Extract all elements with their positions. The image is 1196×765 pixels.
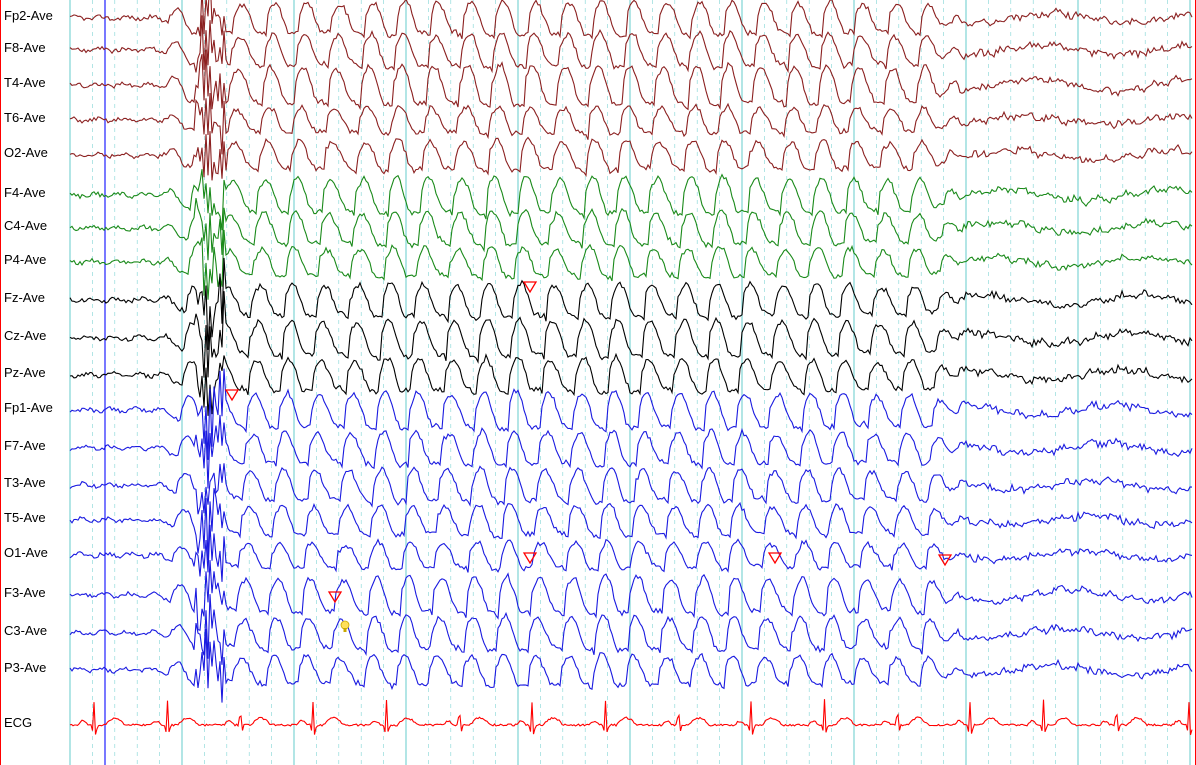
channel-label-o2ave: O2-Ave bbox=[4, 145, 48, 160]
channel-label-fzave: Fz-Ave bbox=[4, 290, 45, 305]
waveform-t4ave bbox=[70, 50, 1192, 110]
waveform-f3ave bbox=[70, 560, 1192, 630]
eeg-canvas bbox=[0, 0, 1196, 765]
channel-label-f8ave: F8-Ave bbox=[4, 40, 46, 55]
waveform-p4ave bbox=[70, 230, 1192, 300]
annotation-triangle-icon[interactable] bbox=[939, 555, 951, 565]
waveform-pzave bbox=[70, 354, 1192, 416]
channel-label-p3ave: P3-Ave bbox=[4, 660, 46, 675]
channel-label-c3ave: C3-Ave bbox=[4, 623, 47, 638]
waveform-o2ave bbox=[70, 131, 1192, 180]
waveform-c3ave bbox=[70, 594, 1192, 665]
photic-marker-base bbox=[344, 628, 347, 632]
waveform-c4ave bbox=[70, 198, 1192, 260]
waveform-ecg bbox=[70, 699, 1192, 735]
annotation-triangle-icon[interactable] bbox=[226, 390, 238, 400]
channel-label-p4ave: P4-Ave bbox=[4, 252, 46, 267]
waveform-t3ave bbox=[70, 463, 1192, 514]
waveform-fp2ave bbox=[70, 0, 1192, 39]
channel-label-o1ave: O1-Ave bbox=[4, 545, 48, 560]
waveform-fp1ave bbox=[70, 369, 1192, 460]
photic-marker-icon[interactable] bbox=[341, 621, 349, 629]
waveform-f8ave bbox=[70, 15, 1192, 72]
waveform-f7ave bbox=[70, 415, 1192, 489]
channel-label-c4ave: C4-Ave bbox=[4, 218, 47, 233]
waveform-t5ave bbox=[70, 488, 1192, 560]
channel-label-fp1ave: Fp1-Ave bbox=[4, 400, 53, 415]
channel-label-pzave: Pz-Ave bbox=[4, 365, 46, 380]
channel-label-t5ave: T5-Ave bbox=[4, 510, 46, 525]
channel-label-f3ave: F3-Ave bbox=[4, 585, 46, 600]
channel-label-t4ave: T4-Ave bbox=[4, 75, 46, 90]
channel-label-f4ave: F4-Ave bbox=[4, 185, 46, 200]
channel-label-fp2ave: Fp2-Ave bbox=[4, 8, 53, 23]
waveform-fzave bbox=[70, 258, 1192, 350]
channel-label-t3ave: T3-Ave bbox=[4, 475, 46, 490]
channel-label-ecg: ECG bbox=[4, 715, 32, 730]
channel-label-t6ave: T6-Ave bbox=[4, 110, 46, 125]
channel-label-f7ave: F7-Ave bbox=[4, 438, 46, 453]
waveform-p3ave bbox=[70, 629, 1192, 703]
channel-label-czave: Cz-Ave bbox=[4, 328, 46, 343]
eeg-viewer: Fp2-Ave F8-Ave T4-Ave T6-Ave O2-Ave F4-Ave C4-… bbox=[0, 0, 1196, 765]
